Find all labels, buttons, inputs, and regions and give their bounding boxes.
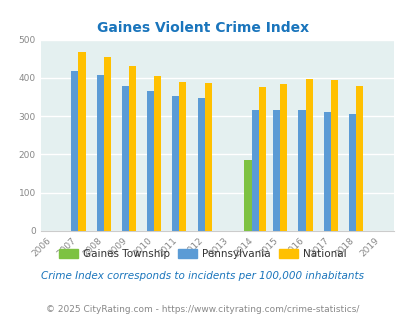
Bar [298,111,305,231]
Text: Crime Index corresponds to incidents per 100,000 inhabitants: Crime Index corresponds to incidents per… [41,271,364,281]
Bar [179,82,186,231]
Text: © 2025 CityRating.com - https://www.cityrating.com/crime-statistics/: © 2025 CityRating.com - https://www.city… [46,305,359,314]
Bar [103,57,111,231]
Bar [172,96,179,231]
Bar [273,111,279,231]
Bar [154,76,161,231]
Bar [128,66,136,231]
Bar [96,75,103,231]
Bar [78,52,85,231]
Bar [147,91,154,231]
Bar [71,71,78,231]
Bar [323,112,330,231]
Bar [348,114,355,231]
Bar [122,85,128,231]
Bar [330,80,337,231]
Text: Gaines Violent Crime Index: Gaines Violent Crime Index [97,21,308,35]
Bar [197,98,204,231]
Bar [258,87,265,231]
Bar [251,111,258,231]
Bar [204,83,211,231]
Bar [279,84,287,231]
Bar [355,85,362,231]
Bar [244,160,251,231]
Bar [305,79,312,231]
Legend: Gaines Township, Pennsylvania, National: Gaines Township, Pennsylvania, National [55,245,350,263]
